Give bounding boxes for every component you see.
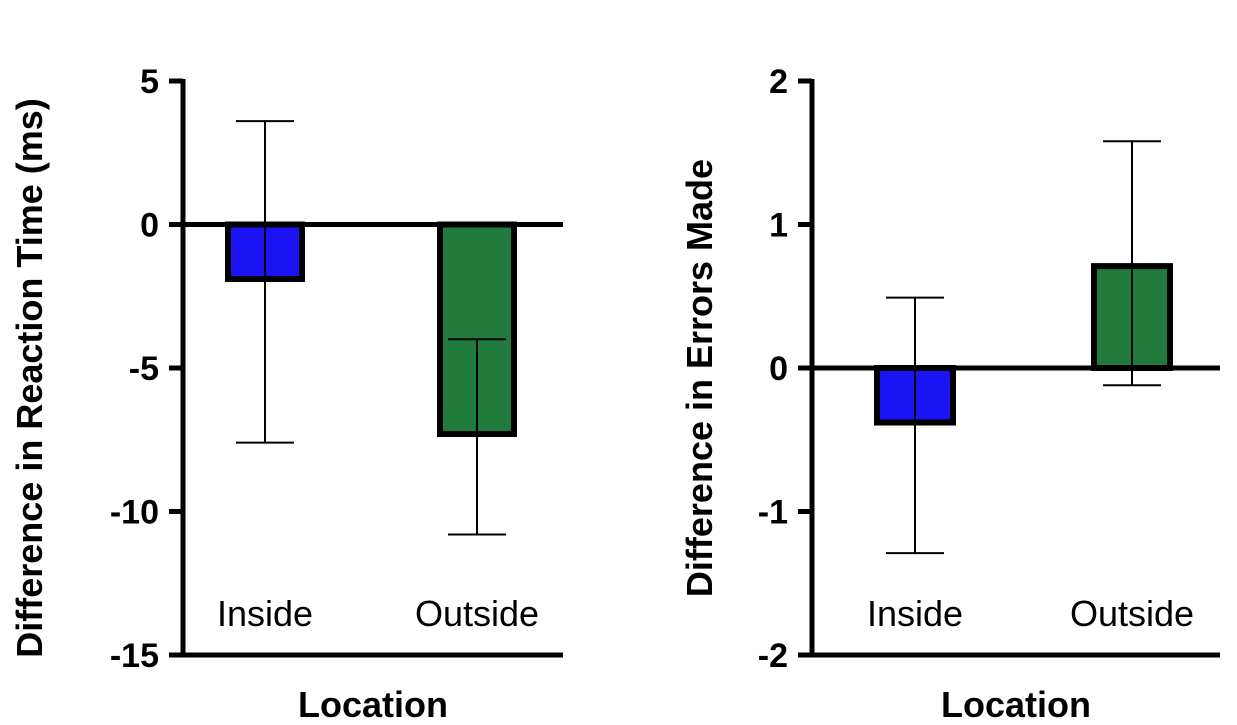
chart-0-y-axis-title: Difference in Reaction Time (ms) bbox=[9, 98, 50, 657]
chart-0-y-tick-label: -10 bbox=[110, 494, 159, 532]
chart-0-y-tick-label: -15 bbox=[110, 637, 159, 675]
chart-0-y-tick-label: -5 bbox=[129, 350, 159, 388]
chart-0-y-tick-label: 0 bbox=[140, 207, 159, 245]
chart-0-category-label-inside: Inside bbox=[217, 593, 313, 634]
chart-1-y-tick-label: -1 bbox=[758, 494, 788, 532]
chart-1-category-label-outside: Outside bbox=[1070, 593, 1194, 634]
chart-1-y-tick-label: 1 bbox=[769, 207, 788, 245]
chart-0-y-tick-label: 5 bbox=[140, 63, 159, 101]
chart-1-category-label-inside: Inside bbox=[867, 593, 963, 634]
chart-1-y-axis-title: Difference in Errors Made bbox=[679, 159, 720, 597]
chart-1-x-axis-title: Location bbox=[941, 684, 1091, 725]
chart-1-y-tick-label: 0 bbox=[769, 350, 788, 388]
chart-0-category-label-outside: Outside bbox=[415, 593, 539, 634]
chart-0-x-axis-title: Location bbox=[298, 684, 448, 725]
chart-1-y-tick-label: -2 bbox=[758, 637, 788, 675]
errors-made-chart: 2 1 0 -1 -2 Inside Outside Location Difference i… bbox=[679, 63, 1220, 725]
chart-1-y-tick-label: 2 bbox=[769, 63, 788, 101]
reaction-time-chart: 5 0 -5 -10 -15 Inside Outside Location Differenc… bbox=[9, 63, 563, 725]
